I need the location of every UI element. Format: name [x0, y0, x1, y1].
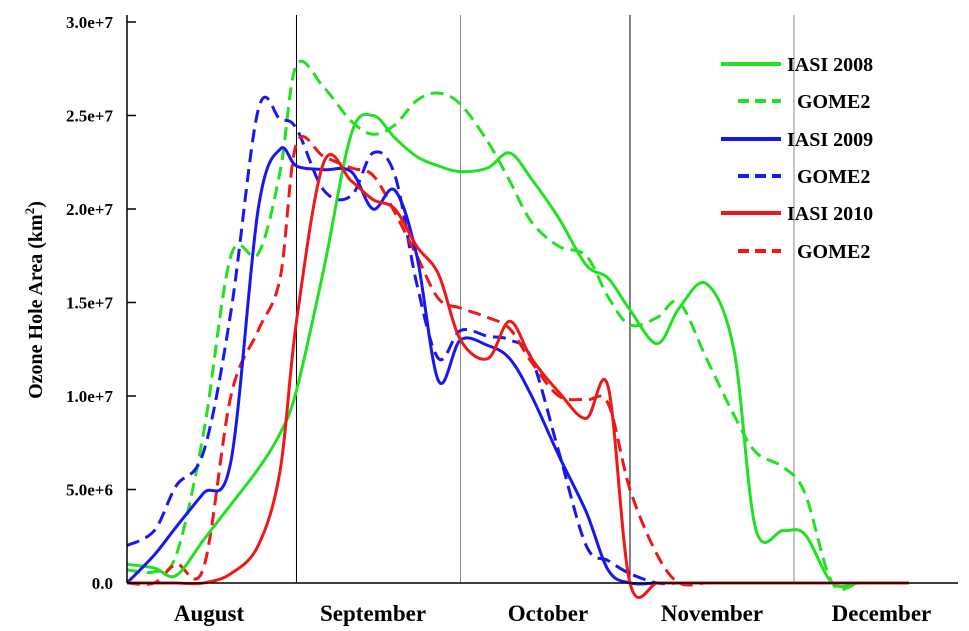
y-tick-label: 2.5e+7 — [66, 107, 113, 126]
legend-label: GOME2 — [797, 166, 870, 188]
y-tick-label: 5.0e+6 — [66, 481, 113, 500]
y-tick-labels: 0.0 5.0e+6 1.0e+7 1.5e+7 2.0e+7 2.5e+7 3.0e+7 — [66, 13, 136, 593]
legend-label: IASI 2008 — [787, 54, 873, 76]
month-gridlines — [295, 15, 795, 583]
legend: IASI 2008 GOME2 IASI 2009 GOME2 IASI 2010 GOM… — [721, 54, 873, 263]
x-month-label: November — [661, 601, 763, 626]
y-tick-label: 0.0 — [92, 574, 113, 593]
y-tick-label: 1.5e+7 — [66, 294, 113, 313]
x-tick-labels: August September October November December — [174, 601, 931, 626]
y-axis-label-superscript: 2 — [22, 208, 37, 215]
y-tick-label: 3.0e+7 — [66, 13, 113, 32]
y-axis-label-text: Ozone Hole Area (km — [25, 214, 47, 399]
legend-label: GOME2 — [797, 91, 870, 113]
x-month-label: September — [320, 601, 426, 626]
legend-label: IASI 2010 — [787, 203, 873, 225]
x-month-label: August — [174, 601, 245, 626]
y-axis-label-suffix: ) — [25, 201, 47, 208]
series-line-1 — [126, 59, 909, 592]
y-axis-label: Ozone Hole Area (km2) — [22, 201, 47, 399]
y-tick-label: 1.0e+7 — [66, 387, 113, 406]
x-month-label: December — [832, 601, 932, 626]
y-tick-label: 2.0e+7 — [66, 200, 113, 219]
legend-label: IASI 2009 — [787, 129, 873, 151]
axes — [126, 15, 958, 584]
x-month-label: October — [508, 601, 588, 626]
series-line-0 — [126, 112, 909, 589]
legend-label: GOME2 — [797, 241, 870, 263]
